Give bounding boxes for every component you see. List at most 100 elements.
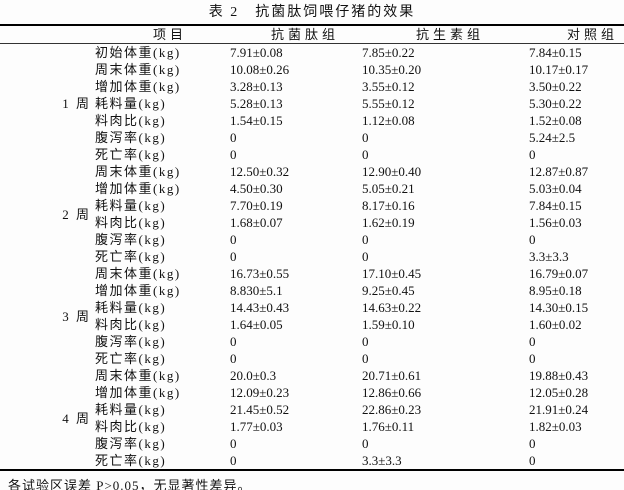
item-cell: 增加体重(kg) — [95, 283, 181, 298]
table-row: 耗料量(kg) 14.43±0.43 14.63±0.22 14.30±0.15 — [0, 299, 624, 316]
item-cell: 料肉比(kg) — [95, 113, 167, 128]
value-cell: 0 — [230, 453, 237, 468]
week-label-cell: 3 周 — [62, 308, 91, 324]
value-cell: 3.3±3.3 — [529, 249, 569, 264]
column-header-antibiotic-group: 抗生素组 — [345, 25, 490, 44]
table-row: 料肉比(kg) 1.54±0.15 1.12±0.08 1.52±0.08 — [0, 112, 624, 129]
value-cell: 12.05±0.28 — [529, 385, 589, 400]
table-body: 1 周初始体重(kg) 7.91±0.08 7.85±0.22 7.84±0.15 周末… — [0, 44, 624, 471]
value-cell: 14.43±0.43 — [230, 300, 290, 315]
table-row: 耗料量(kg) 7.70±0.19 8.17±0.16 7.84±0.15 — [0, 197, 624, 214]
value-cell: 12.50±0.32 — [230, 164, 290, 179]
table-row: 死亡率(kg) 0 0 0 — [0, 350, 624, 367]
value-cell: 0 — [230, 232, 237, 247]
value-cell: 0 — [362, 249, 369, 264]
value-cell: 4.50±0.30 — [230, 181, 283, 196]
item-cell: 死亡率(kg) — [95, 147, 167, 162]
header-spacer-cell — [0, 25, 95, 44]
value-cell: 1.76±0.11 — [362, 419, 415, 434]
value-cell: 0 — [529, 232, 536, 247]
item-cell: 耗料量(kg) — [95, 198, 167, 213]
value-cell: 7.91±0.08 — [230, 45, 283, 60]
value-cell: 21.91±0.24 — [529, 402, 589, 417]
value-cell: 12.90±0.40 — [362, 164, 422, 179]
value-cell: 0 — [362, 351, 369, 366]
value-cell: 1.82±0.03 — [529, 419, 582, 434]
value-cell: 1.12±0.08 — [362, 113, 415, 128]
table-row: 耗料量(kg) 5.28±0.13 5.55±0.12 5.30±0.22 — [0, 95, 624, 112]
value-cell: 7.70±0.19 — [230, 198, 283, 213]
value-cell: 16.73±0.55 — [230, 266, 290, 281]
table-row: 增加体重(kg) 8.830±5.1 9.25±0.45 8.95±0.18 — [0, 282, 624, 299]
table-row: 腹泻率(kg) 0 0 0 — [0, 435, 624, 452]
value-cell: 0 — [529, 351, 536, 366]
table-row: 死亡率(kg) 0 0 0 — [0, 146, 624, 163]
column-header-control-group: 对照组 — [490, 25, 624, 44]
table-row: 增加体重(kg) 3.28±0.13 3.55±0.12 3.50±0.22 — [0, 78, 624, 95]
value-cell: 10.35±0.20 — [362, 62, 422, 77]
item-cell: 腹泻率(kg) — [95, 130, 167, 145]
item-cell: 增加体重(kg) — [95, 385, 181, 400]
column-header-peptide-group: 抗菌肽组 — [190, 25, 345, 44]
table-row: 腹泻率(kg) 0 0 0 — [0, 333, 624, 350]
data-table: 项目 抗菌肽组 抗生素组 对照组 1 周 初始体重(kg) 7.91±0.08 7.8… — [0, 24, 624, 471]
value-cell: 21.45±0.52 — [230, 402, 290, 417]
item-cell: 料肉比(kg) — [95, 215, 167, 230]
week-label-cell: 4 周 — [62, 410, 91, 426]
header-row: 项目 抗菌肽组 抗生素组 对照组 — [0, 25, 624, 44]
value-cell: 10.17±0.17 — [529, 62, 589, 77]
value-cell: 0 — [230, 334, 237, 349]
value-cell: 22.86±0.23 — [362, 402, 422, 417]
value-cell: 5.05±0.21 — [362, 181, 415, 196]
value-cell: 3.55±0.12 — [362, 79, 415, 94]
item-cell: 料肉比(kg) — [95, 419, 167, 434]
value-cell: 0 — [230, 147, 237, 162]
item-cell: 初始体重(kg) — [95, 45, 181, 60]
table-row: 3 周 周末体重(kg) 16.73±0.55 17.10±0.45 16.79±0.0… — [0, 265, 624, 324]
value-cell: 20.71±0.61 — [362, 368, 422, 383]
value-cell: 1.60±0.02 — [529, 317, 582, 332]
value-cell: 7.84±0.15 — [529, 45, 582, 60]
value-cell: 12.09±0.23 — [230, 385, 290, 400]
value-cell: 5.55±0.12 — [362, 96, 415, 111]
value-cell: 5.24±2.5 — [529, 130, 576, 145]
table-row: 周末体重(kg) 10.08±0.26 10.35±0.20 10.17±0.17 — [0, 61, 624, 78]
table-row: 2 周 周末体重(kg) 12.50±0.32 12.90±0.40 12.87±0.8… — [0, 163, 624, 222]
item-cell: 耗料量(kg) — [95, 300, 167, 315]
value-cell: 0 — [529, 334, 536, 349]
value-cell: 0 — [230, 351, 237, 366]
item-cell: 腹泻率(kg) — [95, 334, 167, 349]
item-cell: 增加体重(kg) — [95, 181, 181, 196]
footnote: 各试验区误差 P>0.05，无显著性差异。 — [8, 478, 252, 490]
column-header-item: 项目 — [95, 25, 190, 44]
value-cell: 8.17±0.16 — [362, 198, 415, 213]
table-row: 增加体重(kg) 12.09±0.23 12.86±0.66 12.05±0.28 — [0, 384, 624, 401]
item-cell: 腹泻率(kg) — [95, 436, 167, 451]
item-cell: 耗料量(kg) — [95, 96, 167, 111]
value-cell: 5.28±0.13 — [230, 96, 283, 111]
value-cell: 3.50±0.22 — [529, 79, 582, 94]
value-cell: 12.86±0.66 — [362, 385, 422, 400]
value-cell: 1.54±0.15 — [230, 113, 283, 128]
value-cell: 0 — [529, 453, 536, 468]
item-cell: 周末体重(kg) — [95, 62, 181, 77]
item-cell: 耗料量(kg) — [95, 402, 167, 417]
value-cell: 7.84±0.15 — [529, 198, 582, 213]
value-cell: 14.63±0.22 — [362, 300, 422, 315]
value-cell: 1.56±0.03 — [529, 215, 582, 230]
value-cell: 9.25±0.45 — [362, 283, 415, 298]
value-cell: 20.0±0.3 — [230, 368, 277, 383]
item-cell: 周末体重(kg) — [95, 164, 181, 179]
value-cell: 1.68±0.07 — [230, 215, 283, 230]
week-label-cell: 1 周 — [62, 96, 91, 111]
table-row: 料肉比(kg) 1.68±0.07 1.62±0.19 1.56±0.03 — [0, 214, 624, 231]
item-cell: 腹泻率(kg) — [95, 232, 167, 247]
value-cell: 8.830±5.1 — [230, 283, 283, 298]
value-cell: 17.10±0.45 — [362, 266, 422, 281]
table-row: 料肉比(kg) 1.64±0.05 1.59±0.10 1.60±0.02 — [0, 316, 624, 333]
value-cell: 10.08±0.26 — [230, 62, 290, 77]
value-cell: 0 — [362, 436, 369, 451]
value-cell: 3.28±0.13 — [230, 79, 283, 94]
value-cell: 0 — [529, 147, 536, 162]
